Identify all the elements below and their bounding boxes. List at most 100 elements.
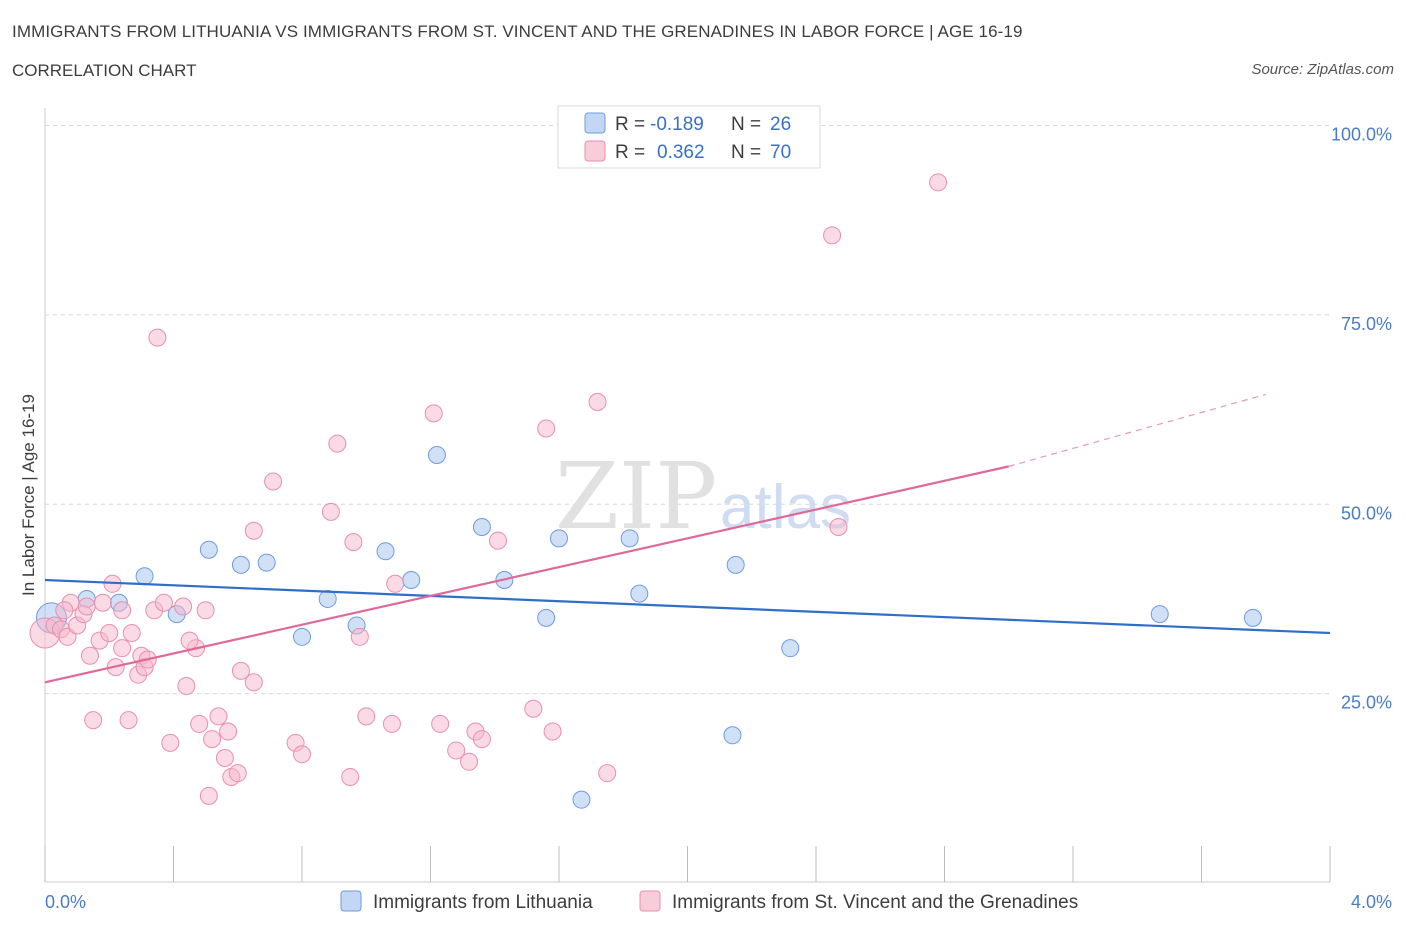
chart-title: IMMIGRANTS FROM LITHUANIA VS IMMIGRANTS …: [12, 22, 1023, 41]
point-stvincent: [84, 711, 103, 730]
bottom-legend: Immigrants from Lithuania Immigrants fro…: [340, 890, 1078, 913]
point-lithuania: [135, 567, 154, 586]
point-stvincent: [929, 173, 948, 192]
legend-label-lithuania: Immigrants from Lithuania: [373, 892, 593, 913]
stats-r-label-lithuania: R =: [615, 114, 645, 135]
point-lithuania: [781, 639, 800, 658]
point-lithuania: [293, 627, 311, 646]
point-lithuania: [572, 790, 591, 809]
point-stvincent: [264, 472, 283, 491]
legend-label-stvincent: Immigrants from St. Vincent and the Gren…: [672, 892, 1078, 913]
point-stvincent: [119, 711, 138, 730]
point-stvincent: [100, 624, 119, 643]
point-stvincent: [113, 601, 132, 620]
point-lithuania: [257, 553, 276, 572]
y-axis-label: In Labor Force | Age 16-19: [19, 394, 38, 596]
x-tick-label-max: 4.0%: [1351, 892, 1392, 912]
stats-swatch-lithuania: [584, 112, 606, 134]
point-stvincent: [823, 226, 842, 245]
point-stvincent: [537, 419, 556, 438]
y-tick-label: 50.0%: [1341, 503, 1392, 523]
point-stvincent: [209, 707, 228, 726]
point-stvincent: [180, 631, 199, 650]
point-stvincent: [524, 699, 543, 718]
y-tick-label: 100.0%: [1331, 125, 1392, 145]
point-stvincent: [154, 593, 173, 612]
point-stvincent: [196, 601, 215, 620]
point-stvincent: [215, 749, 234, 768]
stats-r-label-stvincent: R =: [615, 142, 645, 163]
point-stvincent: [293, 745, 311, 764]
point-lithuania: [402, 571, 421, 589]
point-lithuania: [537, 608, 556, 627]
point-stvincent: [382, 714, 401, 733]
legend-swatch-lithuania: [340, 890, 362, 912]
point-stvincent: [113, 639, 132, 658]
point-stvincent: [488, 531, 507, 550]
stats-r-value-stvincent: 0.362: [657, 142, 705, 163]
point-stvincent: [321, 502, 340, 521]
point-stvincent: [472, 730, 491, 749]
point-stvincent: [177, 677, 196, 696]
gridlines: [45, 125, 1330, 695]
point-stvincent: [199, 786, 218, 805]
point-lithuania: [318, 589, 337, 608]
chart-subtitle: CORRELATION CHART: [12, 61, 197, 80]
trend-line-lithuania: [44, 578, 1331, 635]
point-stvincent: [161, 733, 180, 752]
point-lithuania: [620, 529, 639, 548]
point-lithuania: [1243, 608, 1262, 627]
point-stvincent: [80, 646, 99, 665]
axes: [44, 108, 1331, 883]
trend-line-stvincent: [44, 465, 1009, 684]
point-lithuania: [726, 555, 745, 574]
point-lithuania: [376, 542, 395, 561]
point-lithuania: [199, 540, 218, 559]
point-stvincent: [93, 593, 112, 612]
point-stvincent: [598, 764, 617, 783]
stats-swatch-stvincent: [584, 140, 606, 162]
stats-n-label-stvincent: N =: [731, 142, 761, 163]
stats-n-value-stvincent: 70: [770, 142, 791, 163]
point-lithuania: [630, 584, 649, 603]
point-stvincent: [244, 521, 263, 540]
point-stvincent: [231, 661, 250, 680]
legend-swatch-stvincent: [639, 890, 661, 912]
source-label: Source: ZipAtlas.com: [1251, 61, 1394, 78]
point-stvincent: [203, 730, 222, 749]
point-lithuania: [550, 529, 568, 548]
point-stvincent: [447, 741, 466, 760]
point-lithuania: [472, 517, 491, 536]
point-lithuania: [427, 446, 446, 465]
point-stvincent: [77, 597, 96, 616]
y-tick-label: 75.0%: [1341, 314, 1392, 334]
stats-n-label-lithuania: N =: [731, 114, 761, 135]
point-stvincent: [190, 714, 209, 733]
point-stvincent: [386, 574, 405, 593]
trend-lines: [44, 393, 1331, 684]
stats-n-value-lithuania: 26: [770, 114, 791, 135]
point-stvincent: [424, 404, 443, 423]
point-stvincent: [174, 597, 193, 616]
point-stvincent: [341, 767, 360, 786]
point-stvincent: [148, 328, 167, 347]
x-tick-label-min: 0.0%: [45, 892, 86, 912]
point-stvincent: [357, 707, 376, 726]
point-stvincent: [122, 624, 141, 643]
data-points: [29, 173, 1262, 809]
point-stvincent: [55, 601, 74, 620]
point-stvincent: [350, 627, 369, 646]
point-lithuania: [231, 555, 250, 574]
trend-line-stvincent-extension: [1008, 393, 1266, 467]
tick-labels: 25.0% 50.0% 75.0% 100.0% 0.0% 4.0%: [45, 125, 1392, 913]
point-stvincent: [228, 764, 247, 783]
point-stvincent: [244, 673, 263, 692]
point-stvincent: [219, 722, 238, 741]
point-stvincent: [431, 714, 450, 733]
point-stvincent: [588, 392, 607, 411]
point-lithuania: [723, 726, 742, 745]
y-tick-label: 25.0%: [1341, 693, 1392, 713]
point-stvincent: [328, 434, 347, 453]
stats-r-value-lithuania: -0.189: [650, 114, 704, 135]
